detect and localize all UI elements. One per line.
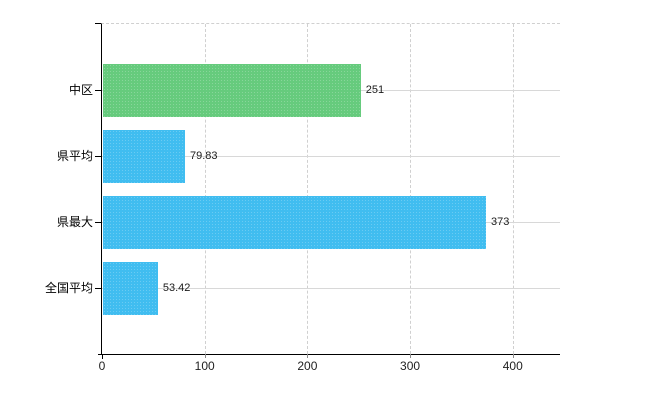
x-axis-tick [410, 354, 412, 358]
bar-3 [103, 195, 487, 249]
x-axis-tick [512, 354, 514, 358]
bar-1 [103, 63, 361, 117]
category-label: 全国平均 [44, 281, 93, 295]
vertical-gridline [512, 24, 514, 354]
x-axis-tick [307, 354, 309, 358]
category-label: 中区 [68, 83, 93, 97]
y-axis-tick [95, 288, 101, 289]
vertical-gridline [204, 24, 206, 354]
vertical-gridline [307, 24, 309, 354]
y-axis-tick [95, 156, 101, 157]
y-axis-tick [95, 222, 101, 223]
horizontal-gridline [102, 288, 560, 289]
bar-value-label: 79.83 [189, 150, 218, 162]
bar-value-label: 373 [491, 216, 510, 228]
vertical-gridline [410, 24, 412, 354]
bar-2 [103, 129, 185, 183]
bar-4 [103, 261, 158, 315]
x-axis-tick [102, 354, 103, 359]
x-tick-label: 0 [98, 359, 106, 373]
x-tick-label: 200 [297, 359, 318, 373]
x-tick-label: 300 [400, 359, 421, 373]
bar-value-label: 251 [365, 84, 385, 96]
x-tick-label: 100 [194, 359, 215, 373]
x-axis-tick [204, 354, 206, 358]
horizontal-gridline [102, 156, 560, 157]
y-axis-top-tick [95, 23, 101, 24]
plot-area: 0 100 200 300 400 中区 251 県平均 79.83 県最大 373 全国平均 53.4… [45, 23, 560, 373]
y-axis-tick [95, 90, 101, 91]
bar-value-label: 53.42 [162, 282, 191, 294]
category-label: 県最大 [56, 215, 93, 229]
category-label: 県平均 [56, 149, 93, 163]
x-tick-label: 400 [502, 359, 523, 373]
